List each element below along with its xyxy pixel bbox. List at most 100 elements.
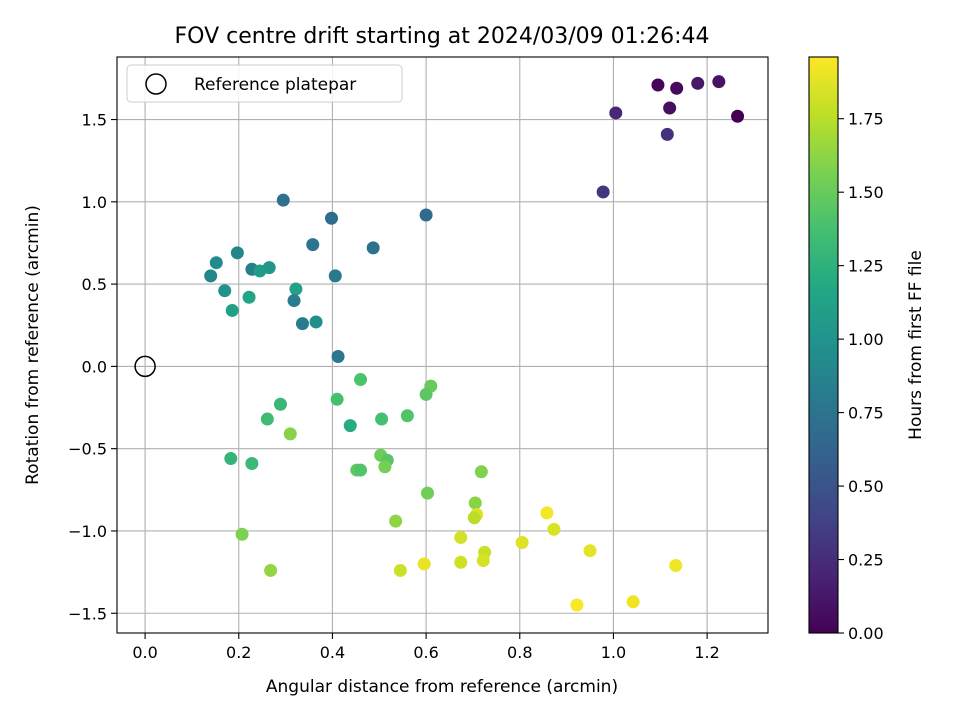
data-point <box>626 595 640 609</box>
data-point <box>670 81 684 95</box>
colorbar-tick-label: 1.00 <box>848 330 884 349</box>
legend-label: Reference platepar <box>194 75 356 95</box>
colorbar-tick-label: 1.75 <box>848 110 884 129</box>
data-point <box>540 506 554 520</box>
data-point <box>287 294 301 308</box>
data-point <box>400 409 414 423</box>
data-point <box>419 387 433 401</box>
colorbar: 0.00 0.25 0.50 0.75 1.00 1.25 1.50 1.75 Hours f… <box>808 56 926 643</box>
data-point <box>354 373 368 387</box>
data-point <box>283 427 297 441</box>
data-point <box>476 554 490 568</box>
data-point <box>230 246 244 260</box>
data-points <box>204 75 745 612</box>
data-point <box>204 269 218 283</box>
y-axis-ticks: −1.5 −1.0 −0.5 0.0 0.5 1.0 1.5 <box>68 111 117 623</box>
data-point <box>235 527 249 541</box>
y-tick-label: 1.5 <box>82 111 107 130</box>
data-point <box>209 256 223 270</box>
data-point <box>306 238 320 252</box>
data-point <box>309 315 323 329</box>
data-point <box>389 514 403 528</box>
colorbar-tick-label: 1.50 <box>848 183 884 202</box>
x-tick-label: 1.2 <box>694 643 719 662</box>
data-point <box>467 511 481 525</box>
data-point <box>596 185 610 199</box>
x-tick-label: 0.6 <box>413 643 438 662</box>
data-point <box>264 563 278 577</box>
data-point <box>331 350 345 364</box>
y-tick-label: −1.0 <box>68 522 107 541</box>
data-point <box>343 419 357 433</box>
x-tick-label: 0.0 <box>132 643 157 662</box>
data-point <box>295 317 309 331</box>
data-point <box>273 397 287 411</box>
data-point <box>660 127 674 141</box>
chart-title: FOV centre drift starting at 2024/03/09 … <box>175 24 710 49</box>
data-point <box>328 269 342 283</box>
y-tick-label: −0.5 <box>68 440 107 459</box>
data-point <box>669 559 683 573</box>
legend-reference-marker <box>145 73 167 95</box>
y-tick-label: 0.0 <box>82 357 107 376</box>
colorbar-tick-label: 0.50 <box>848 477 884 496</box>
data-point <box>330 392 344 406</box>
data-point <box>325 211 339 225</box>
y-tick-label: 1.0 <box>82 193 107 212</box>
legend: Reference platepar <box>126 64 403 103</box>
data-point <box>242 290 256 304</box>
colorbar-tick-label: 0.00 <box>848 624 884 643</box>
y-axis-label: Rotation from reference (arcmin) <box>23 205 43 485</box>
x-tick-label: 1.0 <box>601 643 626 662</box>
data-point <box>468 496 482 510</box>
data-point <box>474 465 488 479</box>
plot-frame <box>116 56 769 634</box>
colorbar-frame <box>808 56 839 634</box>
x-tick-label: 0.2 <box>226 643 251 662</box>
legend-box <box>126 64 403 103</box>
colorbar-tick-label: 0.25 <box>848 551 884 570</box>
data-point <box>609 106 623 120</box>
data-point <box>289 282 303 296</box>
data-point <box>393 563 407 577</box>
data-point <box>225 303 239 317</box>
data-point <box>691 76 705 90</box>
reference-platepar-marker <box>134 355 156 378</box>
data-point <box>712 75 726 89</box>
colorbar-tick-label: 1.25 <box>848 257 884 276</box>
data-point <box>276 193 290 207</box>
x-tick-label: 0.8 <box>507 643 532 662</box>
data-point <box>354 463 368 477</box>
grid <box>117 57 768 633</box>
y-tick-label: −1.5 <box>68 604 107 623</box>
data-point <box>218 284 232 298</box>
data-point <box>454 531 468 545</box>
data-point <box>547 522 561 536</box>
x-tick-label: 0.4 <box>320 643 345 662</box>
data-point <box>260 412 274 426</box>
data-point <box>583 544 597 558</box>
data-point <box>421 486 435 500</box>
data-point <box>366 241 380 255</box>
x-axis-label: Angular distance from reference (arcmin) <box>266 677 618 697</box>
data-point <box>570 598 584 612</box>
colorbar-ticks: 0.00 0.25 0.50 0.75 1.00 1.25 1.50 1.75 <box>838 110 884 643</box>
data-point <box>245 456 259 470</box>
data-point <box>378 460 392 474</box>
data-point <box>454 555 468 569</box>
y-tick-label: 0.5 <box>82 275 107 294</box>
data-point <box>375 412 389 426</box>
colorbar-label: Hours from first FF file <box>906 250 926 440</box>
colorbar-gradient <box>809 57 838 633</box>
data-point <box>515 535 529 549</box>
data-point <box>731 109 745 123</box>
x-axis-ticks: 0.0 0.2 0.4 0.6 0.8 1.0 1.2 <box>132 633 720 662</box>
data-point <box>651 78 665 92</box>
data-point <box>419 208 433 222</box>
data-point <box>224 452 238 466</box>
data-point <box>663 101 677 115</box>
data-point <box>417 557 431 571</box>
colorbar-tick-label: 0.75 <box>848 404 884 423</box>
data-point <box>253 264 267 278</box>
